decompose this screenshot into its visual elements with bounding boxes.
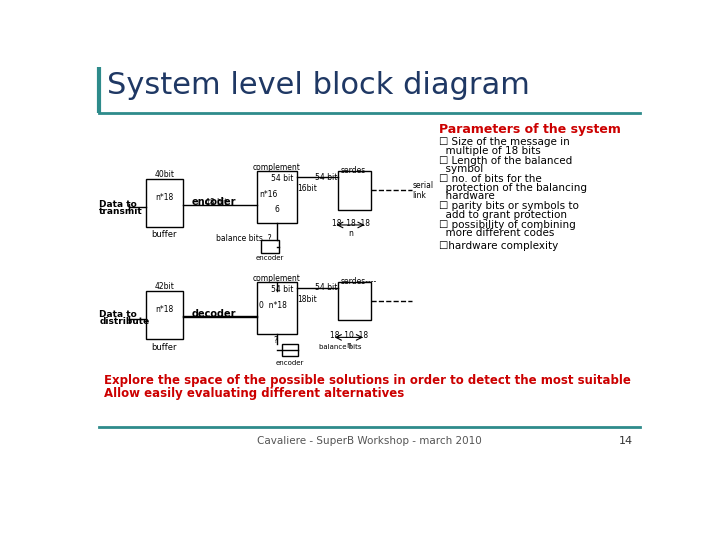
Bar xyxy=(261,240,279,253)
Text: serdes: serdes xyxy=(341,166,366,176)
Text: 48 bit: 48 bit xyxy=(204,198,227,207)
Text: 16bit: 16bit xyxy=(297,184,317,193)
Text: 42bit: 42bit xyxy=(155,282,174,291)
Text: more different codes: more different codes xyxy=(438,228,554,238)
Text: Allow easily evaluating different alternatives: Allow easily evaluating different altern… xyxy=(104,387,404,400)
Text: 54 bit: 54 bit xyxy=(315,173,337,181)
Text: buffer: buffer xyxy=(152,231,177,239)
Text: Cavaliere - SuperB Workshop - march 2010: Cavaliere - SuperB Workshop - march 2010 xyxy=(256,436,482,446)
Text: n: n xyxy=(348,229,353,238)
Text: symbol: symbol xyxy=(438,164,483,174)
Text: ☐ Length of the balanced: ☐ Length of the balanced xyxy=(438,156,572,166)
Text: 54 bit: 54 bit xyxy=(271,285,293,294)
Bar xyxy=(145,179,183,226)
Text: buffer: buffer xyxy=(152,343,177,352)
Text: decoder: decoder xyxy=(192,309,236,319)
Text: ☐hardware complexity: ☐hardware complexity xyxy=(438,241,558,251)
Text: hardware: hardware xyxy=(438,191,495,201)
Bar xyxy=(282,343,297,356)
Text: Data to: Data to xyxy=(99,309,137,319)
Text: 54 bit: 54 bit xyxy=(271,174,293,183)
Bar xyxy=(338,282,371,320)
Bar xyxy=(338,171,371,210)
Bar xyxy=(256,282,297,334)
Text: ?: ? xyxy=(274,336,278,345)
Text: 54 bit: 54 bit xyxy=(315,284,337,293)
Text: 18  10  18: 18 10 18 xyxy=(330,331,369,340)
Text: n: n xyxy=(346,341,351,350)
Text: encoder: encoder xyxy=(256,255,284,261)
Text: n*16: n*16 xyxy=(259,190,277,199)
Text: 40bit: 40bit xyxy=(154,170,174,179)
Text: 18bit: 18bit xyxy=(297,295,317,304)
Text: multiple of 18 bits: multiple of 18 bits xyxy=(438,146,541,156)
Text: System level block diagram: System level block diagram xyxy=(107,71,530,100)
Text: Data to: Data to xyxy=(99,200,137,208)
Text: ☐ Size of the message in: ☐ Size of the message in xyxy=(438,137,570,147)
Bar xyxy=(145,291,183,339)
Text: protection of the balancing: protection of the balancing xyxy=(438,183,587,193)
Text: distribute: distribute xyxy=(99,318,150,326)
Text: serial
link: serial link xyxy=(413,181,433,200)
Text: ☐ possibility of combining: ☐ possibility of combining xyxy=(438,220,575,229)
Text: add to grant protection: add to grant protection xyxy=(438,210,567,220)
Text: 0  n*18: 0 n*18 xyxy=(259,301,287,310)
Bar xyxy=(256,171,297,224)
Text: transmit: transmit xyxy=(99,207,143,216)
Text: 18  18  18: 18 18 18 xyxy=(332,219,370,228)
Text: ☐ parity bits or symbols to: ☐ parity bits or symbols to xyxy=(438,201,579,211)
Text: complement: complement xyxy=(253,164,301,172)
Text: 6: 6 xyxy=(274,205,279,214)
Text: Parameters of the system: Parameters of the system xyxy=(438,123,621,136)
Text: balance bits  ?: balance bits ? xyxy=(215,234,271,243)
Text: Explore the space of the possible solutions in order to detect the most suitable: Explore the space of the possible soluti… xyxy=(104,374,631,387)
Text: 14: 14 xyxy=(618,436,632,446)
Text: encoder: encoder xyxy=(276,360,304,366)
Text: complement: complement xyxy=(253,274,301,284)
Text: serdes----: serdes---- xyxy=(341,278,377,286)
Text: ☐ no. of bits for the: ☐ no. of bits for the xyxy=(438,174,541,184)
Text: n*18: n*18 xyxy=(156,305,174,314)
Text: encoder: encoder xyxy=(192,197,236,207)
Text: n*18: n*18 xyxy=(156,193,174,201)
Text: balance bits: balance bits xyxy=(319,343,361,349)
